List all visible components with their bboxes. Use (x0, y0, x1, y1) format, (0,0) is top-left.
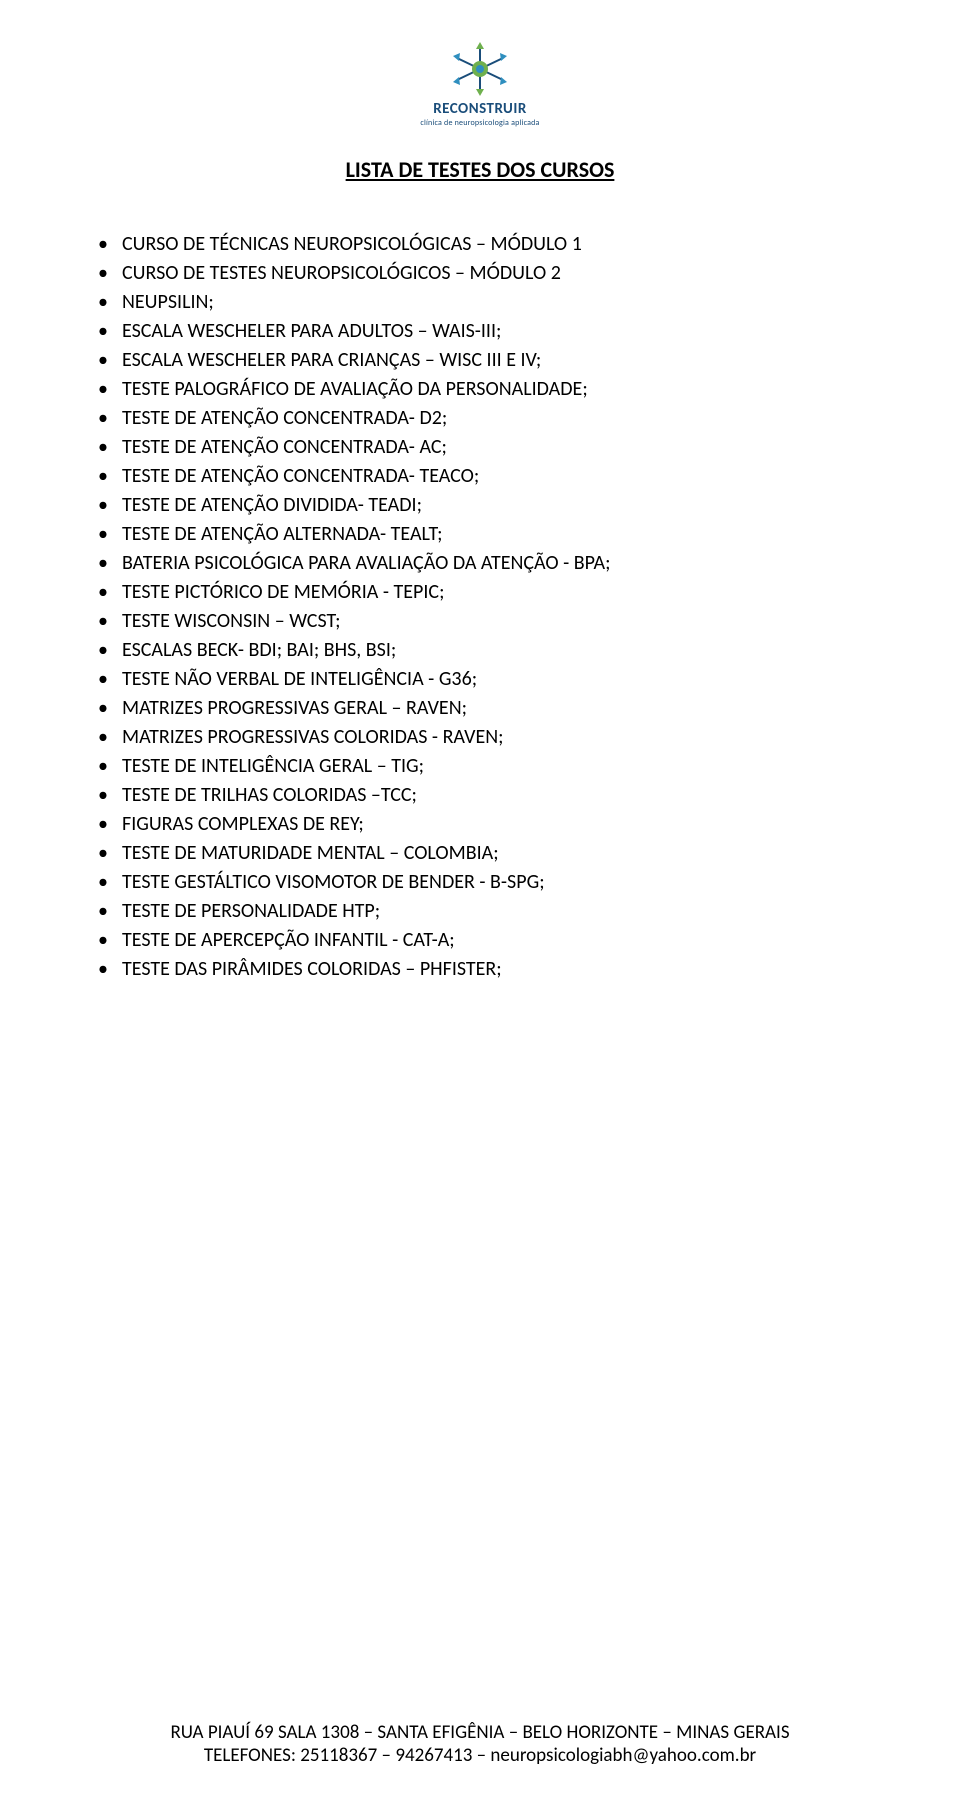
list-item: ESCALAS BECK- BDI; BAI; BHS, BSI; (80, 637, 880, 664)
list-item: TESTE DAS PIRÂMIDES COLORIDAS – PHFISTER… (80, 956, 880, 983)
list-item: TESTE DE ATENÇÃO ALTERNADA- TEALT; (80, 521, 880, 548)
list-item: BATERIA PSICOLÓGICA PARA AVALIAÇÃO DA AT… (80, 550, 880, 577)
list-item: TESTE PALOGRÁFICO DE AVALIAÇÃO DA PERSON… (80, 376, 880, 403)
list-item: TESTE NÃO VERBAL DE INTELIGÊNCIA - G36; (80, 666, 880, 693)
list-item: TESTE GESTÁLTICO VISOMOTOR DE BENDER - B… (80, 869, 880, 896)
logo-brand-text: RECONSTRUIR (433, 100, 527, 118)
list-item: TESTE DE APERCEPÇÃO INFANTIL - CAT-A; (80, 927, 880, 954)
list-item: TESTE DE PERSONALIDADE HTP; (80, 898, 880, 925)
logo-icon (447, 40, 513, 98)
list-item: MATRIZES PROGRESSIVAS COLORIDAS - RAVEN; (80, 724, 880, 751)
document-page: RECONSTRUIR clínica de neuropsicologia a… (0, 0, 960, 1812)
list-item: TESTE DE ATENÇÃO CONCENTRADA- AC; (80, 434, 880, 461)
footer-address: RUA PIAUÍ 69 SALA 1308 – SANTA EFIGÊNIA … (0, 1721, 960, 1745)
list-item: TESTE DE MATURIDADE MENTAL – COLOMBIA; (80, 840, 880, 867)
list-item: TESTE DE ATENÇÃO DIVIDIDA- TEADI; (80, 492, 880, 519)
logo-header: RECONSTRUIR clínica de neuropsicologia a… (80, 40, 880, 128)
list-item: TESTE PICTÓRICO DE MEMÓRIA - TEPIC; (80, 579, 880, 606)
list-item: NEUPSILIN; (80, 289, 880, 316)
page-title: LISTA DE TESTES DOS CURSOS (80, 156, 880, 183)
list-item: TESTE DE ATENÇÃO CONCENTRADA- D2; (80, 405, 880, 432)
list-item: TESTE DE TRILHAS COLORIDAS –TCC; (80, 782, 880, 809)
list-item: TESTE DE INTELIGÊNCIA GERAL – TIG; (80, 753, 880, 780)
list-item: ESCALA WESCHELER PARA CRIANÇAS – WISC II… (80, 347, 880, 374)
list-item: TESTE WISCONSIN – WCST; (80, 608, 880, 635)
list-item: TESTE DE ATENÇÃO CONCENTRADA- TEACO; (80, 463, 880, 490)
test-list: CURSO DE TÉCNICAS NEUROPSICOLÓGICAS – MÓ… (80, 231, 880, 983)
footer-contact: TELEFONES: 25118367 – 94267413 – neurops… (0, 1744, 960, 1768)
page-footer: RUA PIAUÍ 69 SALA 1308 – SANTA EFIGÊNIA … (0, 1721, 960, 1769)
list-item: FIGURAS COMPLEXAS DE REY; (80, 811, 880, 838)
list-item: ESCALA WESCHELER PARA ADULTOS – WAIS-III… (80, 318, 880, 345)
list-item: MATRIZES PROGRESSIVAS GERAL – RAVEN; (80, 695, 880, 722)
list-item: CURSO DE TESTES NEUROPSICOLÓGICOS – MÓDU… (80, 260, 880, 287)
logo-sub-text: clínica de neuropsicologia aplicada (420, 118, 539, 128)
list-item: CURSO DE TÉCNICAS NEUROPSICOLÓGICAS – MÓ… (80, 231, 880, 258)
